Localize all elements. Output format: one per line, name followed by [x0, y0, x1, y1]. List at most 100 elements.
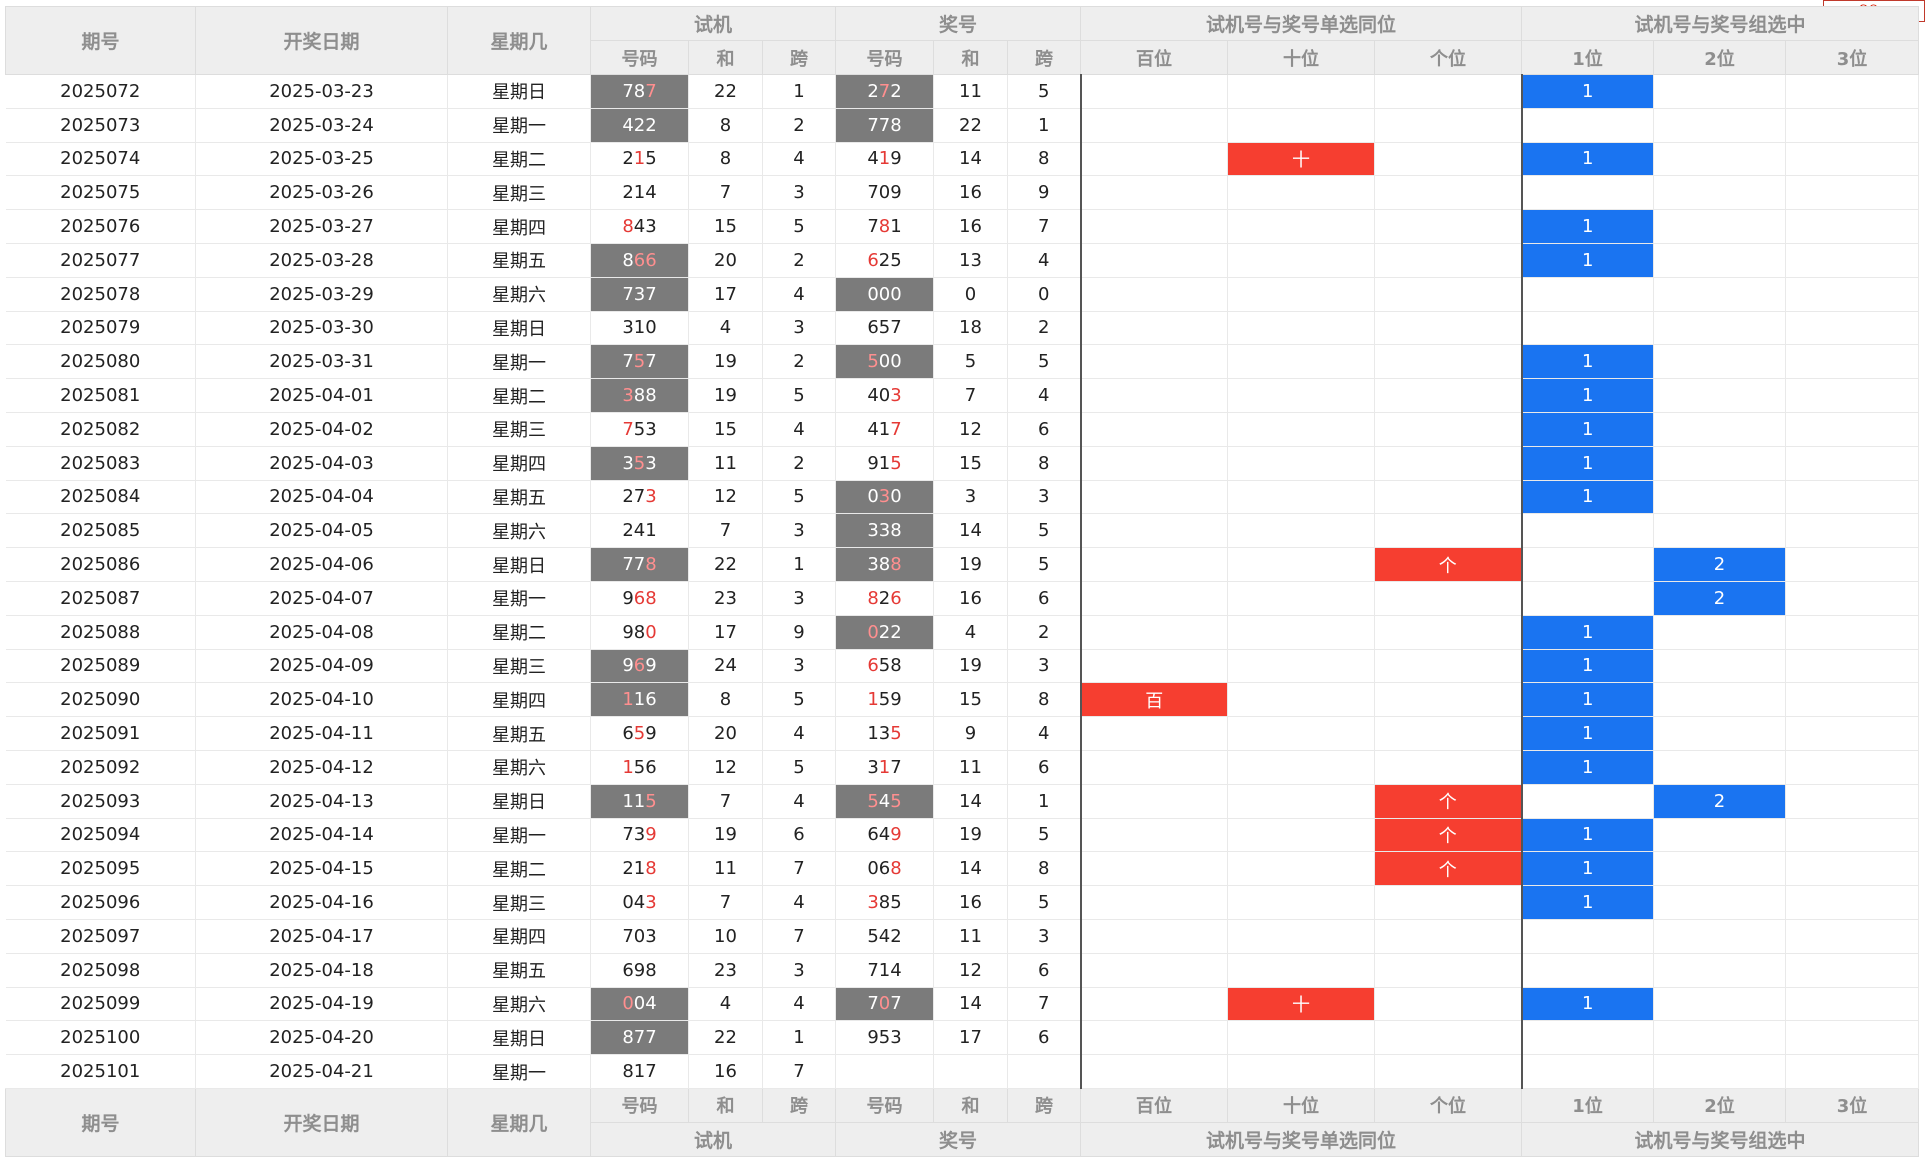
combo-pos3-cell [1785, 311, 1919, 346]
date-cell: 2025-04-03 [195, 446, 448, 481]
digit: 9 [890, 148, 902, 170]
header-date[interactable]: 开奖日期 [195, 6, 448, 75]
combo-pos3-cell [1785, 615, 1919, 650]
award-span-cell: 8 [1007, 142, 1081, 177]
tens-hit-cell [1227, 885, 1375, 920]
header-weekday[interactable]: 星期几 [447, 6, 591, 75]
combo-pos1-cell: 1 [1520, 412, 1654, 447]
trial-span-cell: 4 [762, 412, 836, 447]
award-sum-cell: 14 [933, 987, 1008, 1022]
tens-hit-cell [1227, 311, 1375, 346]
digit: 2 [878, 249, 891, 271]
weekday-cell: 星期五 [447, 243, 591, 278]
header-combo-group: 试机号与奖号组选中 [1521, 6, 1919, 41]
digit: 2 [645, 114, 657, 136]
digit: 9 [890, 182, 902, 204]
award-number-cell: 500 [835, 344, 934, 380]
date-cell: 2025-03-31 [195, 344, 448, 380]
trial-number-cell: 218 [590, 851, 689, 887]
trial-sum-cell: 22 [688, 547, 763, 582]
trial-span-cell: 7 [762, 919, 836, 954]
hundreds-hit-cell [1079, 649, 1228, 684]
digit: 7 [633, 1027, 646, 1049]
digit: 8 [878, 892, 891, 914]
digit: 8 [633, 80, 646, 102]
digit: 6 [867, 655, 879, 677]
digit: 3 [645, 452, 657, 474]
period-cell: 2025091 [5, 716, 196, 751]
trial-span-cell: 2 [762, 108, 836, 143]
date-cell: 2025-03-26 [195, 175, 448, 211]
ones-hit-cell [1374, 175, 1522, 211]
digit: 0 [867, 621, 879, 643]
ones-hit-cell [1374, 209, 1522, 244]
combo-pos2-cell [1653, 682, 1786, 718]
date-cell: 2025-03-24 [195, 108, 448, 143]
trial-number-cell: 969 [590, 649, 689, 684]
combo-pos2-cell [1653, 1054, 1786, 1089]
digit: 3 [645, 216, 657, 238]
trial-span-cell: 4 [762, 885, 836, 920]
award-span-cell: 8 [1007, 851, 1081, 887]
digit: 4 [867, 148, 879, 170]
weekday-cell: 星期六 [447, 750, 591, 785]
combo-pos2-cell [1653, 1020, 1786, 1056]
period-cell: 2025086 [5, 547, 196, 582]
trial-sum-cell: 4 [688, 311, 763, 346]
digit: 8 [890, 114, 902, 136]
digit: 0 [867, 283, 879, 305]
award-span-cell: 5 [1007, 74, 1081, 109]
digit: 2 [867, 80, 879, 102]
ones-hit-cell: 个 [1374, 851, 1522, 887]
date-cell: 2025-04-06 [195, 547, 448, 582]
combo-pos3-cell [1785, 649, 1919, 684]
digit: 5 [867, 351, 879, 373]
table-row: 2025078 2025-03-29 星期六 737 17 4 000 0 0 [5, 277, 1919, 312]
digit: 2 [622, 148, 634, 170]
award-number-cell: 658 [835, 649, 934, 684]
digit: 2 [890, 925, 902, 947]
award-number-cell: 826 [835, 581, 934, 616]
digit: 7 [645, 283, 657, 305]
combo-pos2-cell [1653, 142, 1786, 177]
combo-pos1-cell [1520, 175, 1654, 211]
weekday-cell: 星期日 [447, 784, 591, 819]
ones-hit-cell [1374, 513, 1522, 549]
digit: 3 [867, 520, 879, 542]
trial-span-cell: 5 [762, 682, 836, 718]
tens-hit-cell [1227, 581, 1375, 616]
digit: 5 [878, 1027, 891, 1049]
footer-tens: 十位 [1227, 1087, 1375, 1123]
combo-pos1-cell: 1 [1520, 480, 1654, 515]
digit: 1 [633, 790, 646, 812]
period-cell: 2025089 [5, 649, 196, 684]
digit: 6 [645, 249, 657, 271]
trial-number-cell: 968 [590, 581, 689, 616]
digit: 3 [878, 520, 891, 542]
trial-span-cell: 4 [762, 277, 836, 312]
combo-pos3-cell [1785, 209, 1919, 244]
award-number-cell: 159 [835, 682, 934, 718]
digit: 7 [890, 317, 902, 339]
tens-hit-cell [1227, 1054, 1375, 1089]
header-period[interactable]: 期号 [5, 6, 196, 75]
table-row: 2025080 2025-03-31 星期一 757 19 2 500 5 5 1 [5, 344, 1919, 380]
hundreds-hit-cell [1079, 142, 1228, 177]
hundreds-hit-cell [1079, 716, 1228, 751]
combo-pos1-cell: 1 [1520, 74, 1654, 109]
table-row: 2025084 2025-04-04 星期五 273 12 5 030 3 3 1 [5, 480, 1919, 515]
digit: 1 [645, 520, 657, 542]
digit: 6 [645, 756, 657, 778]
digit: 7 [878, 114, 891, 136]
hundreds-hit-cell [1079, 446, 1228, 481]
combo-pos3-cell [1785, 243, 1919, 278]
trial-number-cell: 778 [590, 547, 689, 582]
digit: 1 [878, 418, 891, 440]
table-row: 2025086 2025-04-06 星期日 778 22 1 388 19 5 个 2 [5, 547, 1919, 582]
date-cell: 2025-04-19 [195, 987, 448, 1022]
date-cell: 2025-04-20 [195, 1020, 448, 1056]
trial-span-cell: 2 [762, 446, 836, 481]
weekday-cell: 星期一 [447, 581, 591, 616]
weekday-cell: 星期三 [447, 412, 591, 447]
award-span-cell: 5 [1007, 344, 1081, 380]
